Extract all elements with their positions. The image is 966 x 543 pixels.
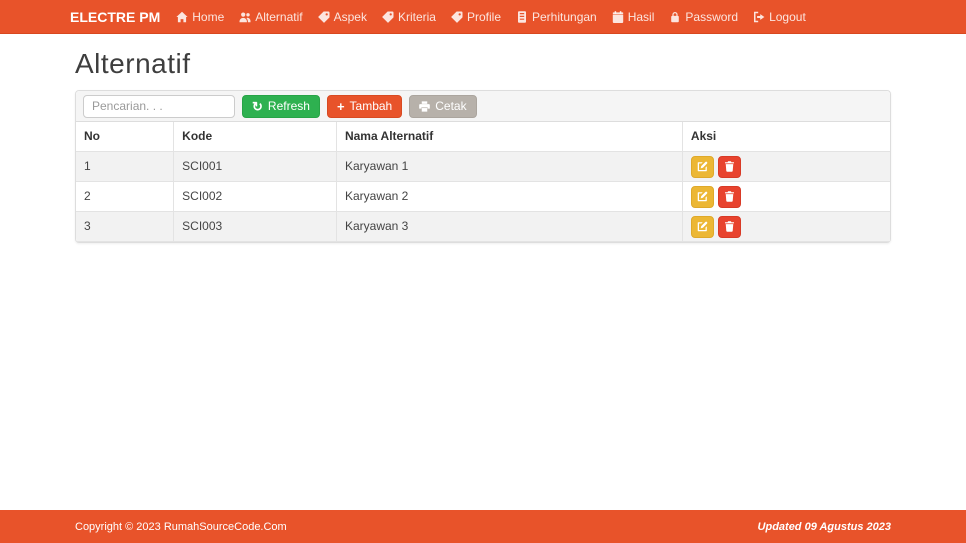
delete-button[interactable] bbox=[717, 155, 741, 178]
alternatif-table: No Kode Nama Alternatif Aksi 1 SCI001 Ka… bbox=[76, 122, 890, 242]
col-header-aksi: Aksi bbox=[681, 122, 890, 152]
col-header-no: No bbox=[76, 122, 175, 152]
table-row: 1 SCI001 Karyawan 1 bbox=[76, 151, 890, 182]
tag-icon bbox=[317, 11, 330, 23]
tag-icon bbox=[382, 11, 394, 23]
nav-item-home[interactable]: Home bbox=[176, 11, 224, 23]
nav-item-alternatif[interactable]: Alternatif bbox=[239, 9, 303, 24]
brand[interactable]: ELECTRE PM bbox=[70, 8, 161, 25]
cell-kode: SCI001 bbox=[173, 151, 337, 182]
nav-item-label: Hasil bbox=[627, 9, 655, 24]
cell-no: 3 bbox=[76, 211, 175, 242]
lock-icon bbox=[669, 11, 681, 23]
cell-aksi bbox=[681, 151, 890, 182]
refresh-button-label: Refresh bbox=[267, 99, 310, 113]
tag-icon bbox=[451, 11, 463, 23]
cell-kode: SCI003 bbox=[173, 211, 337, 242]
alternatif-panel: ↻ Refresh + Tambah Cetak No Kode Nama Al… bbox=[75, 90, 891, 243]
footer-updated: Updated 09 Agustus 2023 bbox=[757, 520, 891, 533]
nav-item-label: Aspek bbox=[333, 9, 367, 24]
cell-no: 1 bbox=[76, 151, 175, 182]
cell-aksi bbox=[681, 211, 890, 242]
delete-button[interactable] bbox=[717, 215, 741, 238]
cell-no: 2 bbox=[76, 181, 175, 212]
nav-item-logout[interactable]: Logout bbox=[753, 11, 806, 23]
plus-icon: + bbox=[336, 98, 345, 114]
calendar-icon bbox=[612, 10, 624, 23]
nav-item-password[interactable]: Password bbox=[669, 11, 738, 23]
pencil-square-icon bbox=[697, 191, 708, 202]
cell-nama: Karyawan 3 bbox=[335, 211, 683, 242]
edit-button[interactable] bbox=[690, 215, 714, 238]
table-row: 3 SCI003 Karyawan 3 bbox=[76, 211, 890, 242]
pencil-square-icon bbox=[697, 221, 708, 232]
cetak-button[interactable]: Cetak bbox=[409, 94, 477, 118]
nav-item-hasil[interactable]: Hasil bbox=[612, 9, 655, 24]
cell-aksi bbox=[681, 181, 890, 212]
table-header-row: No Kode Nama Alternatif Aksi bbox=[76, 122, 890, 152]
tambah-button-label: Tambah bbox=[349, 99, 393, 113]
pencil-square-icon bbox=[697, 161, 708, 172]
nav-item-label: Home bbox=[192, 9, 225, 24]
nav-item-label: Profile bbox=[466, 9, 501, 24]
nav-item-label: Perhitungan bbox=[532, 9, 597, 24]
nav-item-label: Logout bbox=[769, 9, 806, 24]
cell-kode: SCI002 bbox=[173, 181, 337, 212]
refresh-icon: ↻ bbox=[252, 98, 263, 114]
toolbar: ↻ Refresh + Tambah Cetak bbox=[76, 91, 890, 122]
edit-button[interactable] bbox=[690, 155, 714, 178]
refresh-button[interactable]: ↻ Refresh bbox=[242, 94, 320, 118]
sign-out-icon bbox=[753, 11, 765, 23]
trash-icon bbox=[724, 191, 735, 202]
col-header-kode: Kode bbox=[173, 122, 337, 152]
nav-item-label: Alternatif bbox=[255, 9, 303, 24]
printer-icon bbox=[419, 100, 431, 112]
table-row: 2 SCI002 Karyawan 2 bbox=[76, 181, 890, 212]
footer-copyright: Copyright © 2023 RumahSourceCode.Com bbox=[75, 520, 287, 533]
top-navbar: ELECTRE PM Home Alternatif Aspek Kriteri… bbox=[0, 0, 966, 34]
users-icon bbox=[239, 11, 251, 23]
edit-button[interactable] bbox=[690, 185, 714, 208]
nav-item-profile[interactable]: Profile bbox=[451, 11, 501, 23]
cell-nama: Karyawan 1 bbox=[335, 151, 683, 182]
nav-item-aspek[interactable]: Aspek bbox=[317, 9, 367, 24]
list-icon bbox=[516, 10, 528, 23]
nav-item-kriteria[interactable]: Kriteria bbox=[382, 11, 436, 23]
trash-icon bbox=[724, 221, 735, 232]
nav-item-label: Password bbox=[685, 9, 739, 24]
col-header-nama: Nama Alternatif bbox=[335, 122, 683, 152]
trash-icon bbox=[724, 161, 735, 172]
cetak-button-label: Cetak bbox=[435, 99, 467, 113]
tambah-button[interactable]: + Tambah bbox=[326, 94, 403, 118]
delete-button[interactable] bbox=[717, 185, 741, 208]
footer: Copyright © 2023 RumahSourceCode.Com Upd… bbox=[0, 510, 966, 543]
nav-item-label: Kriteria bbox=[397, 9, 436, 24]
home-icon bbox=[176, 11, 188, 23]
page-title: Alternatif bbox=[75, 48, 191, 79]
search-input[interactable] bbox=[83, 94, 235, 118]
main-content: Alternatif ↻ Refresh + Tambah Cetak No K… bbox=[75, 48, 891, 243]
nav-menu: Home Alternatif Aspek Kriteria Profile P… bbox=[176, 11, 806, 23]
nav-item-perhitungan[interactable]: Perhitungan bbox=[516, 11, 597, 23]
cell-nama: Karyawan 2 bbox=[335, 181, 683, 212]
